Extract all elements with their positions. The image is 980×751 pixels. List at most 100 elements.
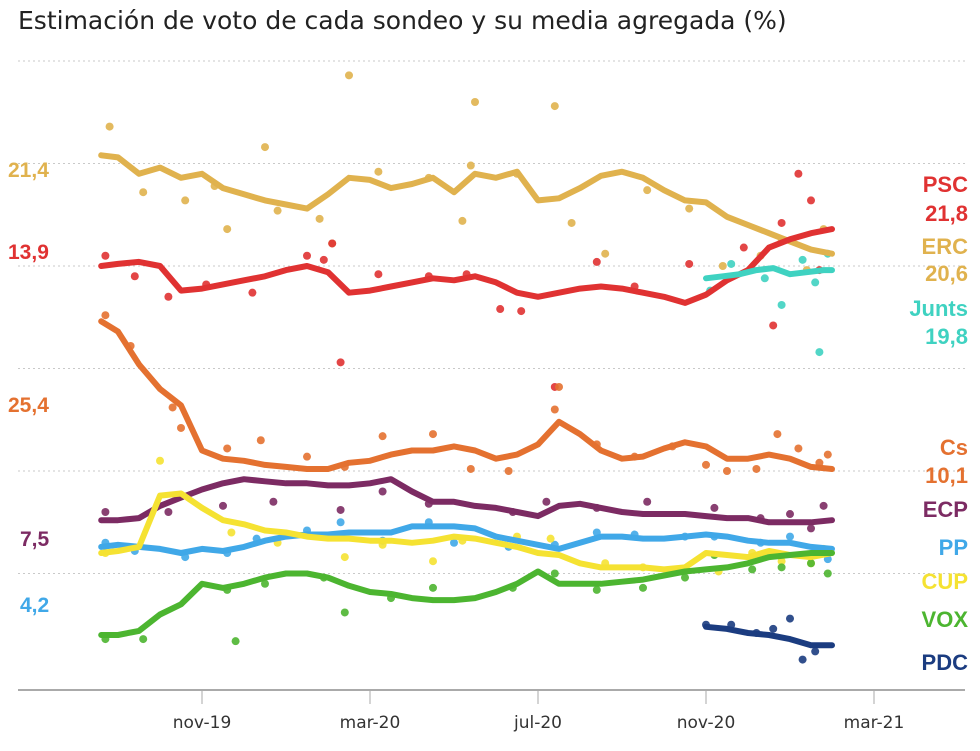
poll-dot-psc	[303, 251, 311, 260]
poll-dot-cs	[303, 452, 311, 461]
poll-dot-ecp	[786, 510, 794, 519]
poll-dot-psc	[164, 292, 173, 301]
end-label-psc-name: PSC	[923, 172, 968, 197]
poll-dot-psc	[336, 358, 345, 367]
poll-dot-cs	[256, 436, 265, 445]
poll-dot-junts	[811, 278, 820, 287]
x-tick-label: nov-20	[677, 713, 736, 733]
poll-dot-cs	[555, 382, 563, 391]
poll-dot-ecp	[336, 505, 345, 514]
average-line-junts	[703, 265, 835, 282]
poll-dot-erc	[685, 204, 694, 213]
poll-dot-psc	[769, 321, 778, 330]
poll-dot-ecp	[542, 497, 551, 506]
poll-dot-erc	[261, 143, 269, 152]
poll-dot-psc	[101, 251, 110, 260]
average-line-pdc	[703, 623, 835, 649]
poll-dot-ecp	[378, 487, 387, 496]
poll-dot-psc	[685, 259, 694, 268]
poll-dot-junts	[798, 255, 807, 264]
poll-dot-cs	[823, 450, 832, 459]
poll-dot-pp	[336, 518, 345, 527]
poll-dot-ecp	[269, 497, 278, 506]
poll-dot-erc	[223, 225, 232, 234]
end-label-junts-value: 19,8	[925, 324, 968, 349]
poll-dot-erc	[718, 262, 727, 270]
poll-dot-vox	[748, 565, 757, 574]
poll-dot-vox	[592, 585, 601, 594]
poll-dot-cs	[466, 464, 475, 473]
poll-dot-ecp	[643, 497, 652, 506]
poll-dot-cup	[429, 557, 437, 566]
end-label-cs-name: Cs	[940, 435, 968, 460]
x-tick-label: nov-19	[173, 713, 232, 733]
x-tick-label: mar-20	[340, 713, 401, 733]
poll-dot-erc	[345, 71, 353, 80]
average-line-cs	[98, 318, 835, 472]
end-label-cs-value: 10,1	[925, 463, 968, 488]
end-label-pp-name: PP	[939, 535, 968, 560]
poll-dot-ecp	[219, 501, 227, 510]
poll-dot-erc	[273, 206, 282, 215]
average-line-pp	[98, 523, 835, 556]
end-label-pdc-name: PDC	[922, 650, 969, 675]
poll-dot-junts	[815, 348, 824, 357]
poll-dot-pdc	[786, 614, 794, 623]
poll-dot-vox	[823, 569, 832, 578]
x-tick-label: mar-21	[844, 713, 905, 733]
poll-dot-cs	[550, 405, 559, 414]
poll-dot-cs	[101, 311, 110, 320]
poll-dot-ecp	[164, 508, 173, 516]
poll-dot-psc	[328, 239, 337, 248]
chart-title: Estimación de voto de cada sondeo y su m…	[18, 6, 787, 35]
poll-dot-psc	[807, 196, 815, 205]
poll-dot-psc	[517, 307, 526, 316]
poll-dot-cs	[223, 444, 232, 453]
poll-dot-ecp	[710, 503, 719, 512]
poll-dot-erc	[466, 161, 475, 170]
poll-dot-cup	[546, 534, 555, 543]
poll-dot-cup	[156, 456, 164, 465]
poll-dot-erc	[643, 186, 652, 195]
poll-dot-cs	[504, 467, 513, 475]
poll-dot-cs	[752, 464, 761, 473]
poll-dot-vox	[681, 573, 689, 582]
poll-dot-cs	[177, 423, 185, 432]
start-label-psc: 13,9	[8, 241, 49, 264]
poll-dot-erc	[550, 102, 559, 111]
end-label-erc-value: 20,6	[925, 261, 968, 286]
poll-dot-ecp	[101, 508, 110, 516]
average-line-ecp	[98, 476, 835, 526]
start-label-cs: 25,4	[8, 394, 49, 417]
poll-dot-erc	[105, 122, 114, 131]
x-axis: nov-19 mar-20 jul-20 nov-20 mar-21	[18, 689, 965, 733]
poll-dot-vox	[429, 583, 437, 592]
start-label-erc: 21,4	[8, 159, 49, 182]
poll-dot-psc	[794, 169, 803, 178]
poll-dot-psc	[592, 257, 601, 266]
poll-dot-cs	[378, 432, 387, 441]
poll-dot-psc	[374, 270, 383, 279]
poll-dot-vox	[231, 637, 240, 646]
poll-dot-erc	[567, 218, 576, 227]
poll-dot-erc	[458, 216, 467, 225]
start-label-ecp: 7,5	[20, 528, 50, 551]
poll-dot-psc	[496, 305, 505, 314]
end-label-cup-name: CUP	[922, 569, 968, 594]
poll-dot-cup	[340, 553, 349, 562]
poll-dot-erc	[471, 98, 479, 106]
poll-dot-pdc	[798, 655, 807, 664]
poll-dot-vox	[340, 608, 349, 617]
poll-dot-erc	[139, 188, 148, 197]
poll-dot-junts	[777, 300, 786, 309]
average-line-cup	[98, 490, 835, 573]
poll-dot-vox	[777, 563, 786, 572]
poll-dot-pdc	[769, 624, 778, 633]
poll-dot-cup	[777, 557, 786, 566]
poll-dot-junts	[760, 274, 769, 283]
poll-dot-ecp	[819, 501, 828, 510]
poll-dot-psc	[739, 243, 748, 252]
